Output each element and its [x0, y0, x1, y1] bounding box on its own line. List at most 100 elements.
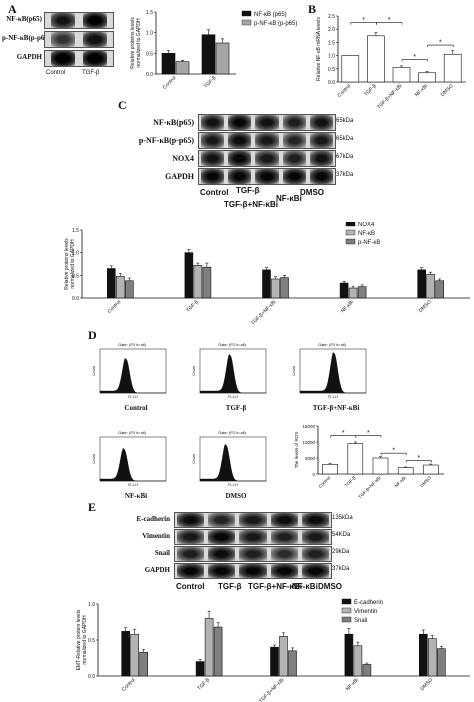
flow-sample-label: DMSO: [225, 492, 247, 500]
blot-c-band: [201, 169, 225, 184]
y-tick-label: 0.0: [88, 674, 95, 680]
flow-histogram-peak: [199, 354, 266, 394]
bar: [423, 464, 439, 475]
bar: [347, 443, 364, 475]
blot-e-band: [270, 564, 298, 578]
blot-c-band: [201, 133, 225, 148]
bar: [201, 34, 216, 75]
x-tick-label: TGF-β: [185, 299, 200, 314]
flow-y-label: Count: [92, 454, 96, 463]
bar: [418, 633, 428, 677]
blot-e-lane-label: DMSO: [318, 582, 342, 591]
bar: [392, 67, 411, 83]
bar: [121, 631, 131, 677]
blot-a-band-row: [44, 50, 114, 67]
bar: [339, 282, 349, 299]
bar: [344, 633, 354, 677]
blot-e-lane-label: TGF-β: [218, 582, 242, 591]
blot-c-band: [228, 151, 252, 166]
y-tick-label: 1.0: [72, 251, 79, 257]
x-tick-label: DMSO: [418, 299, 433, 314]
flow-frame: [99, 436, 167, 482]
y-tick-label: 5000: [305, 456, 316, 461]
blot-c-band: [282, 115, 306, 130]
bar: [161, 53, 176, 75]
y-tick-label: 1.5: [146, 10, 153, 16]
flow-gate-title: Gate: (P2 in all): [118, 342, 146, 347]
blot-c-lane-label: Control: [200, 188, 229, 197]
blot-c-band-row: [198, 132, 336, 149]
blot-e-band: [208, 547, 236, 561]
blot-c-band: [201, 151, 225, 166]
bar: [435, 280, 445, 299]
y-tick-label: 0.0: [328, 80, 335, 86]
y-tick-label: 0.0: [146, 72, 153, 78]
blot-c-band: [201, 115, 225, 130]
y-tick-label: 1.0: [88, 602, 95, 608]
significance-star: *: [392, 448, 395, 455]
blot-e-row-label: E-cadherin: [136, 515, 170, 523]
bar: [175, 61, 190, 75]
y-tick-label: 1.5: [72, 228, 79, 234]
blot-a-row-label: p-NF-κB(p-p65): [2, 34, 51, 42]
bar: [202, 266, 212, 299]
flow-sample-label: TGF-β: [225, 404, 247, 412]
blot-c-kda: 37kDa: [336, 172, 354, 178]
blot-e-band-row: [174, 563, 332, 579]
y-axis-label: normalized to GAPDH: [70, 239, 76, 289]
bar: [397, 467, 414, 475]
bar: [427, 638, 437, 677]
flow-gate-title: Gate: (P2 in all): [218, 342, 246, 347]
flow-histogram-peak: [99, 447, 166, 482]
y-tick-label: 0.5: [72, 273, 79, 279]
bar: [213, 626, 223, 677]
blot-c-band: [255, 151, 279, 166]
blot-a-lane-label: Control: [46, 70, 66, 76]
bar: [341, 55, 360, 83]
bar: [139, 651, 148, 677]
legend-label: Vimentin: [354, 609, 377, 615]
flow-y-label: Count: [292, 366, 296, 375]
bar: [195, 661, 205, 677]
y-axis-label: The levels of ROS: [294, 432, 299, 469]
blot-e-band: [177, 547, 205, 561]
bar: [184, 252, 194, 299]
blot-c-kda: 65kDa: [336, 136, 354, 142]
legend-swatch: [341, 598, 352, 605]
y-tick-label: 10000: [302, 440, 315, 445]
bar: [130, 633, 140, 677]
blot-c-band: [255, 115, 279, 130]
panel-letter-b: B: [308, 2, 317, 16]
y-tick-label: 0.5: [146, 51, 153, 57]
flow-y-label: Count: [192, 454, 196, 463]
y-tick-label: 1.0: [328, 54, 335, 60]
flow-x-label: FL1-H: [228, 395, 238, 399]
panel-letter-a: A: [8, 2, 17, 16]
flow-gate-title: Gate: (P2 in all): [218, 430, 246, 435]
blot-c-band: [228, 115, 252, 130]
x-tick-label: TGF-β+NF-κBi: [250, 299, 277, 326]
significance-star: *: [342, 430, 345, 437]
bar: [204, 618, 214, 677]
legend-label: p-NF-κB (p-p65): [254, 21, 297, 27]
y-tick-label: 1.0: [146, 31, 153, 37]
significance-star: *: [367, 430, 370, 437]
blot-e-row-label: Snail: [154, 549, 170, 557]
blot-e-band: [177, 564, 205, 578]
blot-e-kda: 29kDa: [332, 549, 350, 555]
bar: [193, 265, 203, 299]
blot-e-band-row: [174, 512, 332, 528]
blot-c-row-label: NOX4: [172, 154, 194, 163]
significance-star: *: [362, 17, 365, 24]
flow-x-label: FL1-H: [328, 395, 338, 399]
y-tick-label: 2.5: [328, 14, 335, 20]
legend-swatch: [345, 222, 356, 227]
blot-c-lane-label: TGF-β: [236, 186, 260, 195]
chart-a: 0.0 0.5 1.0 1.5 Relative proteins levels norm…: [130, 10, 297, 91]
flow-x-label: FL1-H: [128, 483, 138, 487]
blot-e-band: [239, 530, 267, 544]
blot-c-band: [309, 169, 333, 184]
y-tick-label: 1.5: [328, 40, 335, 46]
y-tick-label: 0.5: [88, 638, 95, 644]
